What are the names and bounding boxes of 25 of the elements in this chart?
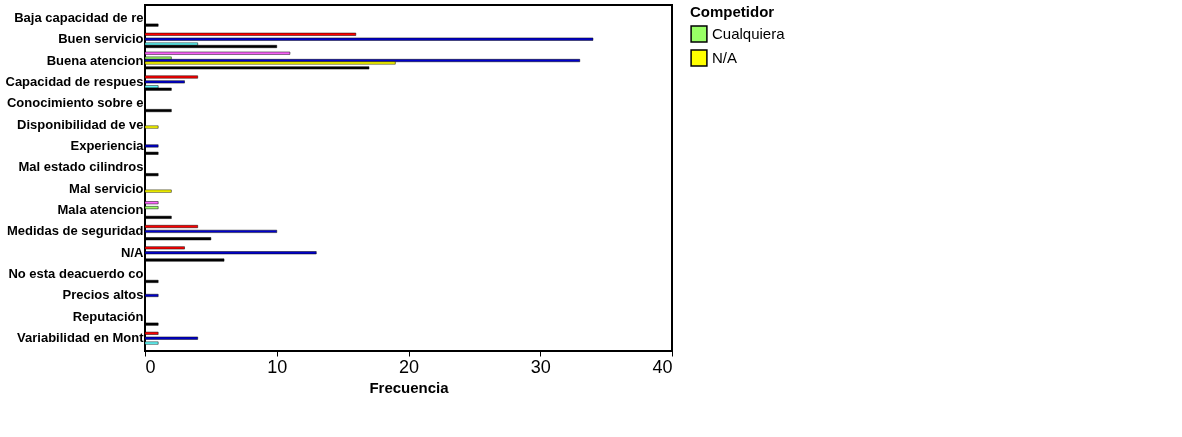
y-tick-label: Precios altos [62,287,144,303]
x-tick-label: 30 [530,356,551,377]
y-tick-label: Conocimiento sobre e [6,95,144,111]
y-tick-label: Mal estado cilindros [18,159,144,175]
y-tick-label: Mal servicio [69,180,144,196]
y-tick-label: Variabilidad en Mont [17,330,145,346]
x-tick-label: 40 [652,356,673,377]
y-tick-label: Buena atencion [46,52,144,68]
legend-label: N/A [712,49,738,66]
y-tick-label: N/A [121,244,145,260]
x-tick-label: 10 [267,356,288,377]
y-tick-label: Buen servicio [58,31,144,47]
y-tick-label: Experiencia [70,137,145,153]
y-tick-label: Disponibilidad de ve [17,116,144,132]
y-tick-label: Medidas de seguridad [6,223,144,239]
x-tick-label: 20 [398,356,420,377]
y-tick-label: Capacidad de respues [5,73,144,89]
x-axis-title: Frecuencia [369,378,450,396]
y-tick-label: Baja capacidad de re [14,9,144,25]
x-tick-label: 0 [145,356,156,377]
y-tick-label: Mala atencion [57,202,144,218]
y-tick-label: Reputación [72,308,144,324]
legend-label: Cualquiera [712,25,786,42]
legend-title: Competidor [690,3,775,20]
y-tick-label: No esta deacuerdo co [8,266,144,282]
